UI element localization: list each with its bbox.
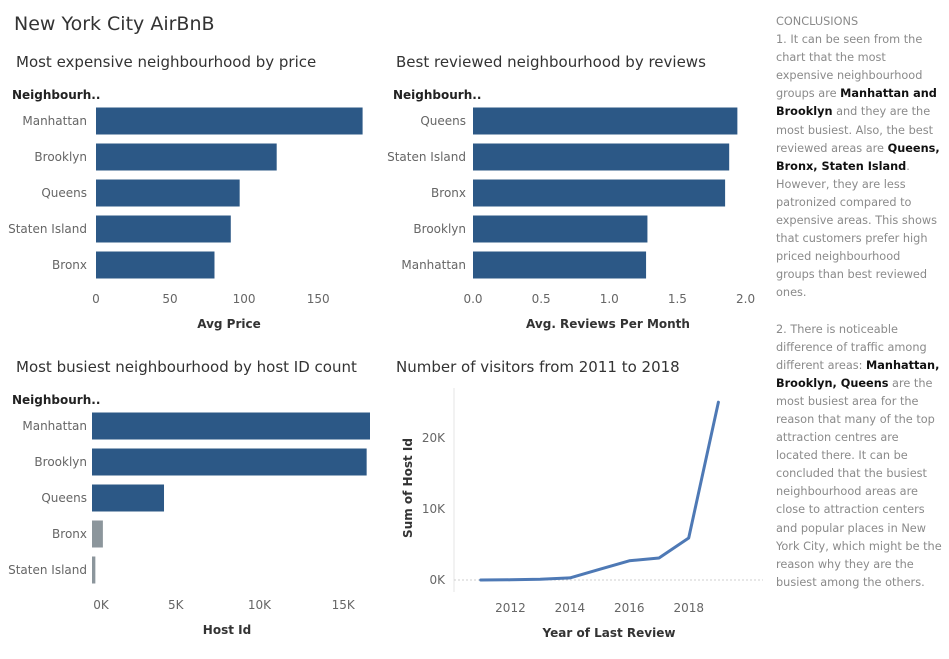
bar	[473, 107, 738, 135]
y-tick-label: 20K	[422, 431, 446, 445]
category-label: Bronx	[52, 527, 87, 541]
x-axis-label: Avg Price	[197, 317, 261, 331]
chart-title-hosts: Most busiest neighbourhood by host ID co…	[16, 358, 357, 376]
bar	[92, 556, 96, 584]
category-label: Queens	[41, 491, 87, 505]
bar	[473, 179, 726, 207]
bar	[473, 251, 647, 279]
conclusion-1: 1. It can be seen from the chart that th…	[776, 33, 940, 300]
category-label: Manhattan	[22, 419, 87, 433]
x-tick-label: 10K	[248, 598, 272, 612]
row-header: Neighbourh..	[12, 88, 100, 102]
category-label: Bronx	[52, 258, 87, 272]
category-label: Manhattan	[401, 258, 466, 272]
hosts-bar-chart: Neighbourh.. Manhattan Brooklyn Queens Bronx…	[8, 393, 370, 637]
x-tick-label: 50	[162, 292, 177, 306]
category-label: Queens	[41, 186, 87, 200]
category-label: Brooklyn	[34, 150, 87, 164]
bar	[96, 107, 363, 135]
bar	[96, 251, 215, 279]
y-axis-label: Sum of Host Id	[401, 438, 415, 538]
visitors-line-chart: 0K 10K 20K 2012 2014 2016 2018 Year of Last Rev…	[401, 388, 763, 640]
price-bar-chart: Neighbourh.. Manhattan Brooklyn Queens State…	[8, 88, 363, 331]
conclusion-2: 2. There is noticeable difference of tra…	[776, 322, 942, 589]
x-tick-label: 5K	[168, 598, 185, 612]
row-header: Neighbourh..	[12, 393, 100, 407]
x-axis-label: Year of Last Review	[542, 626, 676, 640]
category-label: Manhattan	[22, 114, 87, 128]
category-label: Brooklyn	[413, 222, 466, 236]
x-tick-label: 1.0	[600, 292, 619, 306]
y-tick-label: 0K	[429, 573, 446, 587]
bar	[96, 215, 231, 243]
series-line	[479, 400, 720, 582]
bar	[92, 484, 165, 512]
category-label: Bronx	[431, 186, 466, 200]
x-tick-label: 0.5	[532, 292, 551, 306]
bar	[92, 412, 370, 440]
x-tick-label: 2016	[614, 601, 645, 615]
x-axis-label: Avg. Reviews Per Month	[526, 317, 690, 331]
category-label: Staten Island	[387, 150, 466, 164]
x-tick-label: 100	[233, 292, 256, 306]
category-label: Queens	[420, 114, 466, 128]
conclusions-heading: CONCLUSIONS	[776, 15, 859, 28]
chart-title-visitors: Number of visitors from 2011 to 2018	[396, 358, 680, 376]
bar	[473, 143, 730, 171]
bar	[96, 179, 240, 207]
page-title: New York City AirBnB	[14, 13, 215, 35]
x-tick-label: 2014	[555, 601, 586, 615]
bar	[473, 215, 648, 243]
x-tick-label: 150	[307, 292, 330, 306]
y-tick-label: 10K	[422, 502, 446, 516]
category-label: Brooklyn	[34, 455, 87, 469]
x-axis-label: Host Id	[203, 623, 251, 637]
x-tick-label: 0.0	[463, 292, 482, 306]
chart-title-price: Most expensive neighbourhood by price	[16, 53, 317, 71]
x-tick-label: 0K	[93, 598, 110, 612]
chart-title-reviews: Best reviewed neighbourhood by reviews	[396, 53, 706, 71]
category-label: Staten Island	[8, 222, 87, 236]
x-tick-label: 1.5	[668, 292, 687, 306]
bar	[96, 143, 277, 171]
x-tick-label: 2.0	[736, 292, 755, 306]
conclusions-panel: CONCLUSIONS 1. It can be seen from the c…	[776, 13, 942, 592]
bar	[92, 448, 367, 476]
reviews-bar-chart: Neighbourh.. Queens Staten Island Bronx Broo…	[387, 88, 755, 331]
x-tick-label: 2018	[673, 601, 704, 615]
bar	[92, 520, 103, 548]
category-label: Staten Island	[8, 563, 87, 577]
x-tick-label: 0	[92, 292, 100, 306]
row-header: Neighbourh..	[393, 88, 481, 102]
x-tick-label: 15K	[332, 598, 356, 612]
x-tick-label: 2012	[495, 601, 526, 615]
